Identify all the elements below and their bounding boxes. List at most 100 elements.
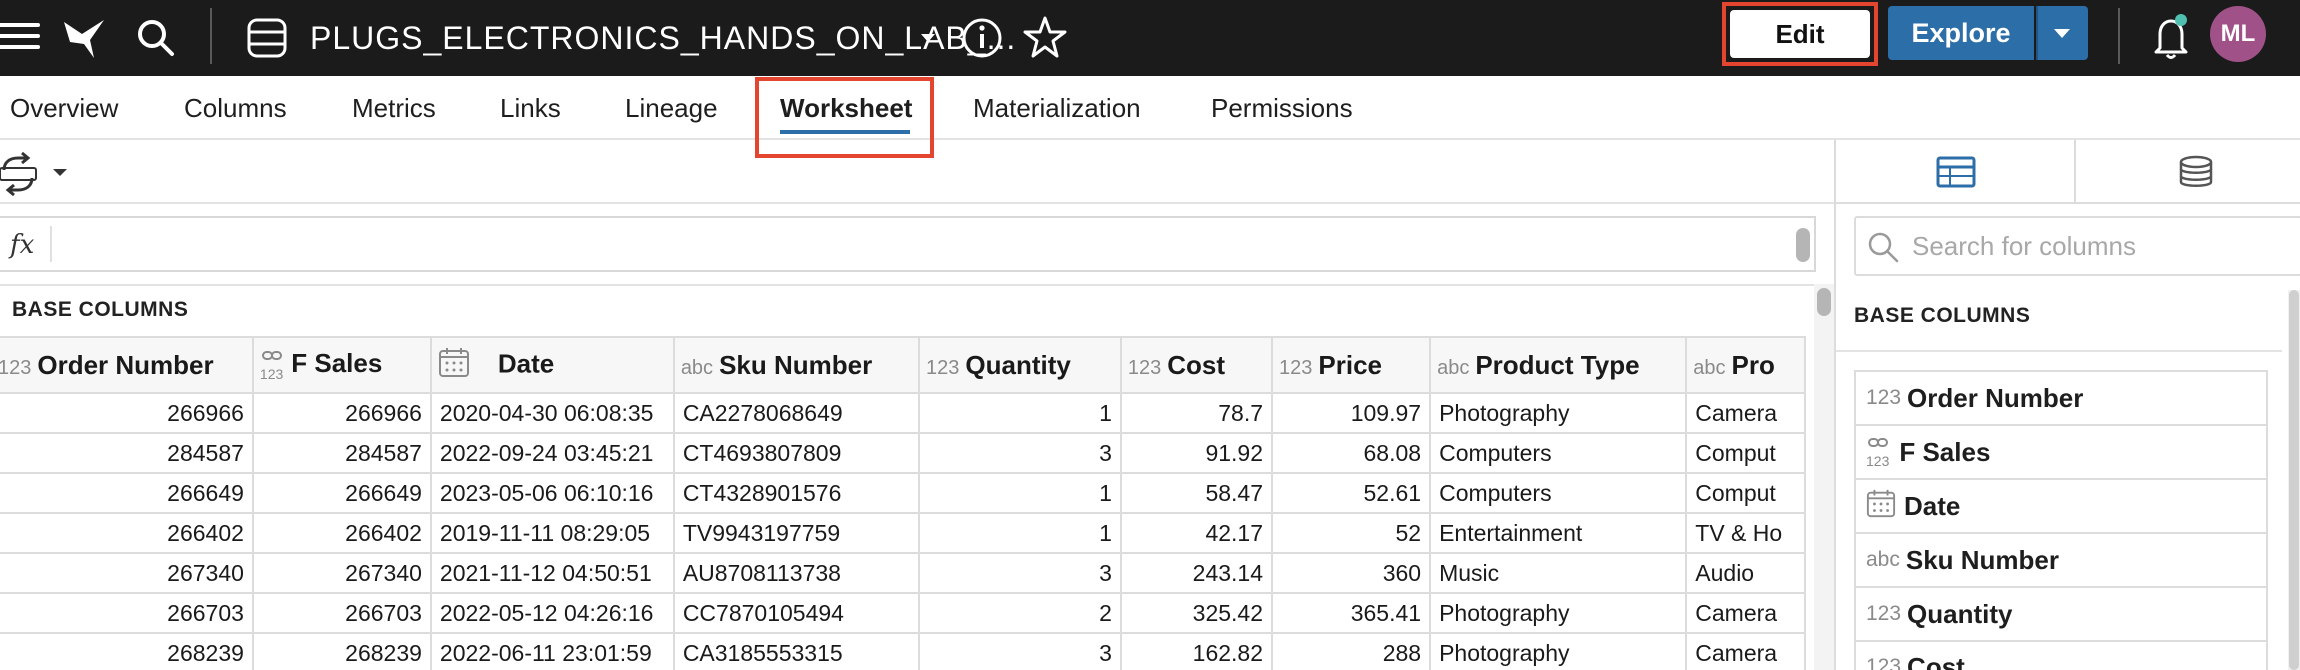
- panel-tab-sources[interactable]: [2076, 140, 2300, 204]
- column-list-item[interactable]: 123 F Sales: [1854, 424, 2268, 478]
- bell-icon[interactable]: [2146, 10, 2196, 64]
- table-row[interactable]: 267340 267340 2021-11-12 04:50:51 AU8708113…: [0, 552, 1806, 594]
- table-cell[interactable]: 266966: [0, 392, 254, 434]
- column-list-item[interactable]: 123 Quantity: [1854, 586, 2268, 640]
- table-cell[interactable]: 266402: [0, 512, 254, 554]
- app-logo-icon[interactable]: [60, 12, 112, 64]
- tab-materialization[interactable]: Materialization: [973, 93, 1141, 123]
- worksheet-title[interactable]: PLUGS_ELECTRONICS_HANDS_ON_LAB_...: [310, 20, 1017, 56]
- table-cell[interactable]: 325.42: [1119, 592, 1274, 634]
- table-cell[interactable]: 365.41: [1271, 592, 1432, 634]
- table-cell[interactable]: 3: [918, 632, 1122, 670]
- table-cell[interactable]: 284587: [251, 432, 432, 474]
- table-cell[interactable]: 42.17: [1119, 512, 1274, 554]
- tab-columns[interactable]: Columns: [184, 93, 287, 123]
- table-row[interactable]: 266402 266402 2019-11-11 08:29:05 TV9943197…: [0, 512, 1806, 554]
- column-list-item[interactable]: 123 Order Number: [1854, 370, 2268, 424]
- table-cell[interactable]: AU8708113738: [672, 552, 921, 594]
- table-cell[interactable]: 284587: [0, 432, 254, 474]
- table-cell[interactable]: 288: [1271, 632, 1432, 670]
- table-cell[interactable]: 266966: [251, 392, 432, 434]
- formula-scrollbar[interactable]: [1796, 228, 1810, 262]
- table-cell[interactable]: 1: [918, 472, 1122, 514]
- table-cell[interactable]: CT4328901576: [672, 472, 921, 514]
- column-header-product-type[interactable]: abc Product Type: [1429, 336, 1688, 394]
- refresh-icon[interactable]: [0, 151, 42, 197]
- tab-metrics[interactable]: Metrics: [352, 93, 436, 123]
- table-cell[interactable]: 2019-11-11 08:29:05: [429, 512, 675, 554]
- table-cell[interactable]: CT4693807809: [672, 432, 921, 474]
- table-cell[interactable]: 2022-06-11 23:01:59: [429, 632, 675, 670]
- column-header-date[interactable]: Date: [429, 336, 675, 394]
- table-row[interactable]: 266649 266649 2023-05-06 06:10:16 CT4328901…: [0, 472, 1806, 514]
- column-list-item[interactable]: abc Sku Number: [1854, 532, 2268, 586]
- column-header-f-sales[interactable]: 123 F Sales: [251, 336, 432, 394]
- column-search-input[interactable]: [1912, 226, 2292, 266]
- table-cell[interactable]: 68.08: [1271, 432, 1432, 474]
- table-cell[interactable]: 162.82: [1119, 632, 1274, 670]
- explore-button[interactable]: Explore: [1888, 6, 2034, 60]
- scrollbar-thumb[interactable]: [2289, 290, 2299, 670]
- column-header-price[interactable]: 123 Price: [1271, 336, 1432, 394]
- table-cell[interactable]: Computers: [1429, 432, 1688, 474]
- column-header-cost[interactable]: 123 Cost: [1119, 336, 1274, 394]
- table-cell[interactable]: 266649: [251, 472, 432, 514]
- table-cell[interactable]: Entertainment: [1429, 512, 1688, 554]
- table-cell[interactable]: 3: [918, 432, 1122, 474]
- table-cell[interactable]: CA3185553315: [672, 632, 921, 670]
- table-row[interactable]: 268239 268239 2022-06-11 23:01:59 CA3185553…: [0, 632, 1806, 670]
- table-cell[interactable]: 52.61: [1271, 472, 1432, 514]
- column-list-item[interactable]: 123 Cost: [1854, 640, 2268, 670]
- table-cell[interactable]: 91.92: [1119, 432, 1274, 474]
- avatar[interactable]: ML: [2210, 6, 2266, 62]
- table-cell[interactable]: Audio: [1685, 552, 1806, 594]
- table-cell[interactable]: 1: [918, 512, 1122, 554]
- table-cell[interactable]: Photography: [1429, 592, 1688, 634]
- chevron-down-icon[interactable]: [50, 162, 70, 182]
- table-cell[interactable]: TV9943197759: [672, 512, 921, 554]
- table-cell[interactable]: 266703: [0, 592, 254, 634]
- table-cell[interactable]: 243.14: [1119, 552, 1274, 594]
- panel-tab-columns[interactable]: [1836, 140, 2076, 204]
- table-cell[interactable]: Camera: [1685, 392, 1806, 434]
- table-cell[interactable]: 3: [918, 552, 1122, 594]
- table-cell[interactable]: CC7870105494: [672, 592, 921, 634]
- tab-overview[interactable]: Overview: [10, 93, 119, 123]
- table-cell[interactable]: 268239: [251, 632, 432, 670]
- info-icon[interactable]: [958, 12, 1006, 64]
- table-cell[interactable]: CA2278068649: [672, 392, 921, 434]
- panel-scrollbar[interactable]: [2288, 290, 2300, 670]
- column-header-quantity[interactable]: 123 Quantity: [918, 336, 1122, 394]
- grid-vertical-scrollbar[interactable]: [1814, 284, 1834, 670]
- column-header-sku-number[interactable]: abc Sku Number: [672, 336, 921, 394]
- table-cell[interactable]: 52: [1271, 512, 1432, 554]
- table-cell[interactable]: Photography: [1429, 632, 1688, 670]
- table-cell[interactable]: 109.97: [1271, 392, 1432, 434]
- table-cell[interactable]: 1: [918, 392, 1122, 434]
- table-cell[interactable]: 266703: [251, 592, 432, 634]
- table-cell[interactable]: Comput: [1685, 432, 1806, 474]
- table-row[interactable]: 266966 266966 2020-04-30 06:08:35 CA2278068…: [0, 392, 1806, 434]
- tab-lineage[interactable]: Lineage: [625, 93, 718, 123]
- tab-links[interactable]: Links: [500, 93, 561, 123]
- table-cell[interactable]: 2020-04-30 06:08:35: [429, 392, 675, 434]
- table-cell[interactable]: Computers: [1429, 472, 1688, 514]
- table-cell[interactable]: TV & Ho: [1685, 512, 1806, 554]
- table-cell[interactable]: Comput: [1685, 472, 1806, 514]
- scrollbar-thumb[interactable]: [1817, 288, 1831, 316]
- table-cell[interactable]: Camera: [1685, 592, 1806, 634]
- table-cell[interactable]: 78.7: [1119, 392, 1274, 434]
- search-icon[interactable]: [132, 12, 182, 64]
- tab-permissions[interactable]: Permissions: [1211, 93, 1353, 123]
- table-cell[interactable]: 2022-09-24 03:45:21: [429, 432, 675, 474]
- explore-dropdown-button[interactable]: [2036, 6, 2088, 60]
- chevron-down-icon[interactable]: [916, 22, 940, 52]
- formula-bar[interactable]: fx: [0, 216, 1816, 272]
- table-cell[interactable]: 2: [918, 592, 1122, 634]
- column-list-item[interactable]: Date: [1854, 478, 2268, 532]
- table-cell[interactable]: Photography: [1429, 392, 1688, 434]
- table-cell[interactable]: 268239: [0, 632, 254, 670]
- table-row[interactable]: 284587 284587 2022-09-24 03:45:21 CT4693807…: [0, 432, 1806, 474]
- table-row[interactable]: 266703 266703 2022-05-12 04:26:16 CC7870105…: [0, 592, 1806, 634]
- table-cell[interactable]: 2021-11-12 04:50:51: [429, 552, 675, 594]
